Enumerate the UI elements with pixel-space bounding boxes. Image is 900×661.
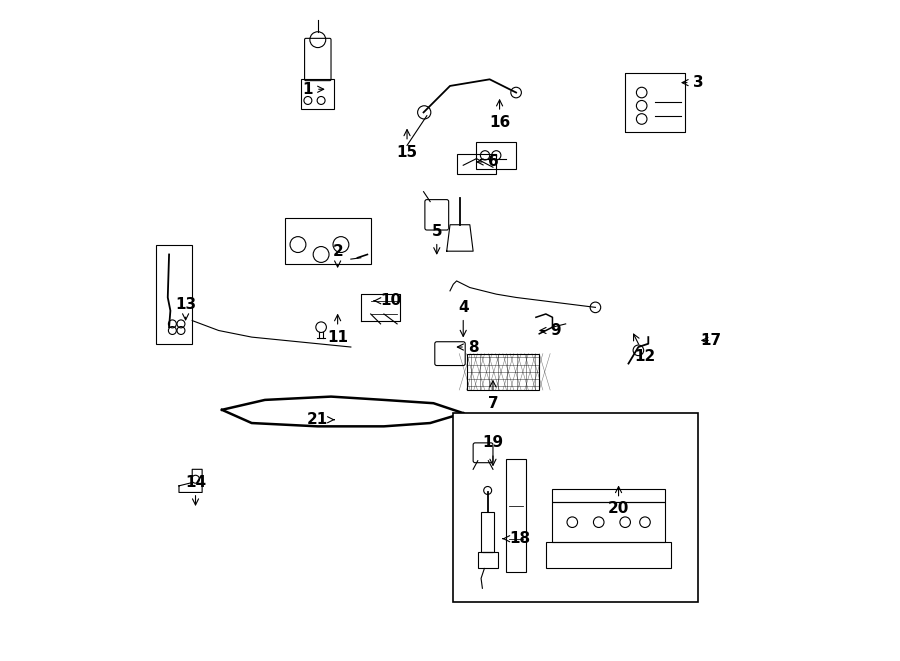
Text: 15: 15 bbox=[397, 130, 418, 159]
Text: 9: 9 bbox=[540, 323, 561, 338]
Text: 7: 7 bbox=[488, 381, 499, 410]
Bar bbox=[545, 542, 671, 568]
Bar bbox=[553, 489, 665, 502]
Bar bbox=[284, 218, 371, 264]
Bar bbox=[482, 512, 494, 552]
Text: 13: 13 bbox=[175, 297, 196, 320]
Bar bbox=[553, 502, 665, 542]
Bar bbox=[478, 552, 498, 568]
Text: 4: 4 bbox=[458, 300, 469, 336]
Bar bbox=[456, 154, 496, 174]
Text: 17: 17 bbox=[700, 333, 722, 348]
Text: 11: 11 bbox=[327, 315, 348, 344]
Bar bbox=[156, 245, 193, 344]
Text: 1: 1 bbox=[302, 82, 324, 97]
Text: 3: 3 bbox=[682, 75, 703, 90]
Text: 19: 19 bbox=[482, 436, 503, 465]
Text: 6: 6 bbox=[477, 155, 499, 169]
Text: 5: 5 bbox=[431, 224, 442, 254]
Bar bbox=[454, 413, 698, 602]
Text: 20: 20 bbox=[608, 486, 629, 516]
Text: 18: 18 bbox=[503, 531, 530, 546]
Polygon shape bbox=[446, 225, 473, 251]
Text: 12: 12 bbox=[634, 334, 655, 364]
Bar bbox=[466, 354, 539, 390]
Text: 10: 10 bbox=[374, 293, 401, 308]
Bar bbox=[476, 142, 516, 169]
Bar bbox=[506, 459, 526, 572]
Text: 16: 16 bbox=[489, 100, 510, 130]
Text: 2: 2 bbox=[332, 244, 343, 267]
Bar bbox=[302, 79, 334, 109]
Text: 14: 14 bbox=[185, 475, 206, 505]
Text: 21: 21 bbox=[307, 412, 334, 427]
Polygon shape bbox=[179, 469, 203, 492]
Text: 8: 8 bbox=[457, 340, 479, 354]
